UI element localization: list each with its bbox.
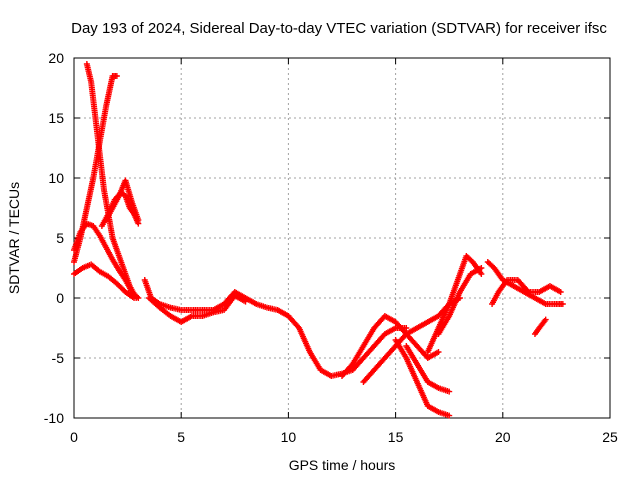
- y-tick-label: -10: [44, 410, 64, 426]
- data-point: [131, 295, 138, 301]
- grid-lines: [74, 58, 610, 418]
- x-tick-label: 20: [495, 429, 511, 445]
- data-point: [478, 265, 485, 271]
- y-tick-label: 15: [48, 110, 64, 126]
- chart-title: Day 193 of 2024, Sidereal Day-to-day VTE…: [71, 20, 607, 37]
- data-point: [446, 412, 453, 419]
- data-point: [446, 388, 453, 395]
- y-tick-label: 0: [56, 290, 64, 306]
- data-point: [135, 217, 142, 223]
- series-track-16-late: [484, 259, 566, 307]
- series-track-15-rise-b: [435, 265, 485, 337]
- x-tick-label: 0: [70, 429, 78, 445]
- x-tick-label: 5: [177, 429, 185, 445]
- series-track-11-lower: [360, 331, 442, 385]
- series-track-3-hump: [71, 220, 142, 301]
- y-tick-label: -5: [52, 350, 65, 366]
- y-tick-label: 20: [48, 50, 64, 66]
- data-point: [435, 349, 442, 355]
- series-track-13-drop-b: [403, 343, 453, 395]
- x-tick-label: 25: [602, 429, 618, 445]
- data-point: [557, 289, 564, 295]
- series-track-12-drop: [392, 337, 453, 419]
- x-tick-label: 15: [388, 429, 404, 445]
- axis-ticks: 0 5 10 15 20 25 -10 -5 0 5 10 15 20: [44, 50, 618, 445]
- data-point: [478, 271, 485, 277]
- series-track-14-rise: [424, 253, 485, 355]
- y-axis-label: SDTVAR / TECUs: [6, 182, 22, 294]
- series-track-17-late-b: [489, 277, 564, 307]
- data-point: [542, 316, 549, 323]
- y-tick-label: 10: [48, 170, 64, 186]
- x-axis-label: GPS time / hours: [289, 457, 396, 473]
- y-tick-label: 5: [56, 230, 64, 246]
- x-tick-label: 10: [281, 429, 297, 445]
- series-track-18-late-low: [531, 316, 549, 337]
- data-point: [113, 73, 120, 79]
- series-track-4-low: [71, 261, 138, 301]
- data-points: [71, 61, 566, 419]
- data-point: [242, 298, 249, 305]
- series-track-8-mid-band-b: [146, 292, 249, 325]
- series-track-6-mid-hump-b: [103, 177, 142, 223]
- data-point: [559, 301, 566, 307]
